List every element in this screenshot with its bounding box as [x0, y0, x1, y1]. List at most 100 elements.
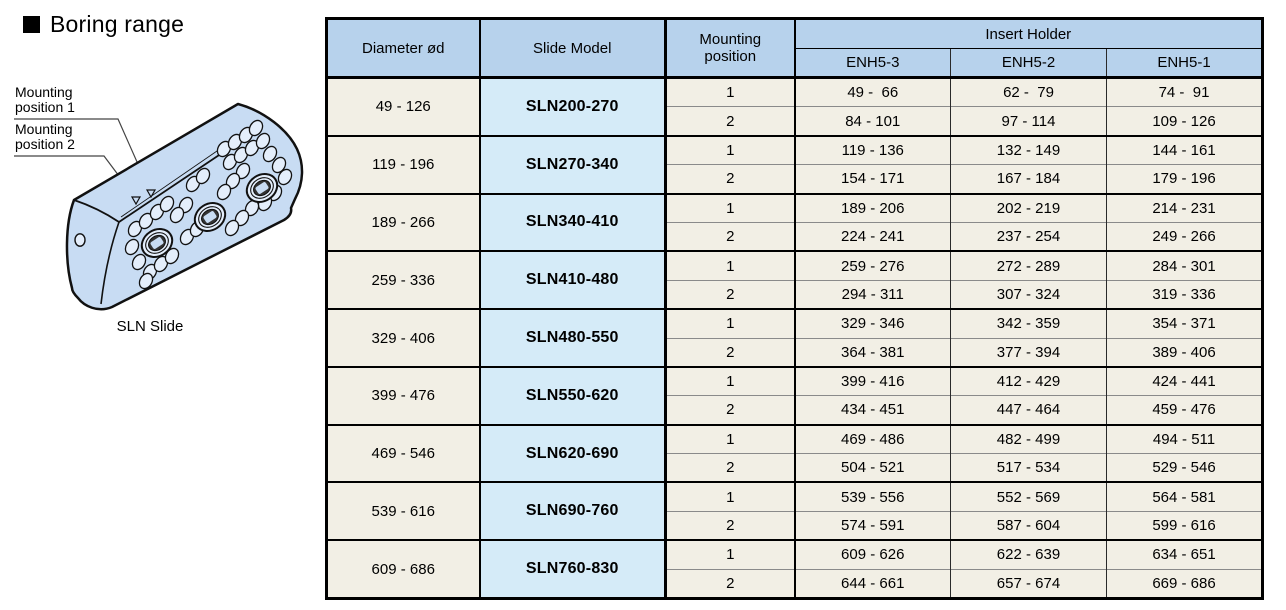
slide-model-cell: SLN200-270: [478, 77, 666, 136]
mounting-position-cell: 2: [664, 510, 795, 541]
range-cell: 634 - 651: [1105, 539, 1263, 570]
range-cell: 517 - 534: [950, 453, 1107, 483]
diameter-cell: 399 - 476: [326, 365, 480, 425]
mounting-position-cell: 1: [664, 134, 795, 165]
range-cell: 364 - 381: [793, 337, 951, 367]
page-title-text: Boring range: [50, 11, 185, 37]
mounting-position-cell: 2: [664, 164, 795, 194]
range-cell: 552 - 569: [950, 481, 1107, 512]
mounting-position-1-label-line2: position 1: [15, 99, 75, 115]
range-cell: 319 - 336: [1105, 279, 1263, 310]
table-row: 2 224 - 241 237 - 254 249 - 266: [327, 221, 1263, 252]
mounting-position-cell: 1: [664, 250, 795, 281]
range-cell: 307 - 324: [950, 279, 1107, 310]
slide-model-cell: SLN690-760: [478, 481, 666, 541]
slide-model-cell: SLN760-830: [478, 539, 666, 599]
diameter-cell: 539 - 616: [326, 481, 480, 541]
table-row: 259 - 336 SLN410-480 1 259 - 276 272 - 2…: [326, 250, 1263, 310]
range-cell: 74 - 91: [1105, 77, 1263, 107]
mounting-position-2-marker: [130, 196, 142, 206]
mounting-position-1-label: Mounting: [15, 84, 73, 100]
range-cell: 259 - 276: [793, 250, 951, 281]
mounting-position-cell: 2: [664, 337, 795, 367]
range-cell: 482 - 499: [950, 423, 1107, 454]
range-cell: 644 - 661: [793, 568, 951, 599]
slide-holes: [124, 119, 293, 290]
slide-model-cell: SLN550-620: [478, 365, 666, 425]
range-cell: 272 - 289: [950, 250, 1107, 281]
range-cell: 237 - 254: [950, 221, 1107, 252]
slide-model-cell: SLN270-340: [478, 134, 666, 194]
mounting-position-cell: 1: [664, 192, 795, 223]
table-row: 2 504 - 521 517 - 534 529 - 546: [327, 453, 1263, 483]
table-row: 2 84 - 101 97 - 114 109 - 126: [327, 106, 1263, 136]
col-header-mounting-position: Mounting position: [664, 18, 795, 79]
mounting-position-cell: 2: [664, 395, 795, 425]
range-cell: 494 - 511: [1105, 423, 1263, 454]
range-cell: 167 - 184: [950, 164, 1107, 194]
mounting-position-cell: 1: [664, 481, 795, 512]
mounting-position-2-label: Mounting: [15, 121, 73, 137]
page-title: Boring range: [23, 11, 184, 38]
mounting-position-cell: 2: [664, 221, 795, 252]
range-cell: 587 - 604: [950, 510, 1107, 541]
mounting-position-cell: 1: [664, 308, 795, 339]
col-header-insert-holder: Insert Holder: [793, 18, 1263, 49]
range-cell: 49 - 66: [793, 77, 951, 107]
range-cell: 62 - 79: [950, 77, 1107, 107]
range-cell: 424 - 441: [1105, 365, 1263, 396]
illustration-caption: SLN Slide: [117, 318, 184, 335]
col-header-enh5-1: ENH5-1: [1105, 48, 1263, 79]
mounting-position-cell: 1: [664, 365, 795, 396]
boring-range-table: Diameter ød Slide Model Mounting positio…: [325, 17, 1265, 601]
range-cell: 657 - 674: [950, 568, 1107, 599]
range-cell: 294 - 311: [793, 279, 951, 310]
range-cell: 119 - 136: [793, 134, 951, 165]
range-cell: 539 - 556: [793, 481, 951, 512]
range-cell: 132 - 149: [950, 134, 1107, 165]
range-cell: 154 - 171: [793, 164, 951, 194]
range-cell: 529 - 546: [1105, 453, 1263, 483]
range-cell: 329 - 346: [793, 308, 951, 339]
mounting-position-cell: 2: [664, 568, 795, 599]
diameter-cell: 469 - 546: [326, 423, 480, 483]
table-row: 189 - 266 SLN340-410 1 189 - 206 202 - 2…: [326, 192, 1263, 252]
mounting-position-2-label-line2: position 2: [15, 136, 75, 152]
mounting-position-cell: 2: [664, 279, 795, 310]
range-cell: 377 - 394: [950, 337, 1107, 367]
table-row: 399 - 476 SLN550-620 1 399 - 416 412 - 4…: [326, 365, 1263, 425]
diameter-cell: 329 - 406: [326, 308, 480, 367]
table-row: 2 364 - 381 377 - 394 389 - 406: [327, 337, 1263, 367]
range-cell: 504 - 521: [793, 453, 951, 483]
range-cell: 109 - 126: [1105, 106, 1263, 136]
mounting-position-cell: 2: [664, 106, 795, 136]
range-cell: 189 - 206: [793, 192, 951, 223]
range-cell: 459 - 476: [1105, 395, 1263, 425]
table-row: 2 644 - 661 657 - 674 669 - 686: [327, 568, 1263, 599]
mounting-position-cell: 2: [664, 453, 795, 483]
range-cell: 622 - 639: [950, 539, 1107, 570]
slide-model-cell: SLN410-480: [478, 250, 666, 310]
table-row: 329 - 406 SLN480-550 1 329 - 346 342 - 3…: [326, 308, 1263, 367]
slide-model-cell: SLN480-550: [478, 308, 666, 367]
range-cell: 469 - 486: [793, 423, 951, 454]
range-cell: 284 - 301: [1105, 250, 1263, 281]
diameter-cell: 259 - 336: [326, 250, 480, 310]
table-row: 469 - 546 SLN620-690 1 469 - 486 482 - 4…: [326, 423, 1263, 483]
mounting-position-cell: 1: [664, 423, 795, 454]
col-header-enh5-3: ENH5-3: [793, 48, 951, 79]
diameter-cell: 189 - 266: [326, 192, 480, 252]
table-row: 539 - 616 SLN690-760 1 539 - 556 552 - 5…: [326, 481, 1263, 541]
mounting-position-cell: 1: [664, 77, 795, 107]
range-cell: 599 - 616: [1105, 510, 1263, 541]
range-cell: 609 - 626: [793, 539, 951, 570]
range-cell: 144 - 161: [1105, 134, 1263, 165]
table-row: 2 294 - 311 307 - 324 319 - 336: [327, 279, 1263, 310]
range-cell: 412 - 429: [950, 365, 1107, 396]
range-cell: 354 - 371: [1105, 308, 1263, 339]
table-row: 119 - 196 SLN270-340 1 119 - 136 132 - 1…: [326, 134, 1263, 194]
col-header-enh5-2: ENH5-2: [950, 48, 1107, 79]
range-cell: 179 - 196: [1105, 164, 1263, 194]
range-cell: 214 - 231: [1105, 192, 1263, 223]
table-row: 2 434 - 451 447 - 464 459 - 476: [327, 395, 1263, 425]
